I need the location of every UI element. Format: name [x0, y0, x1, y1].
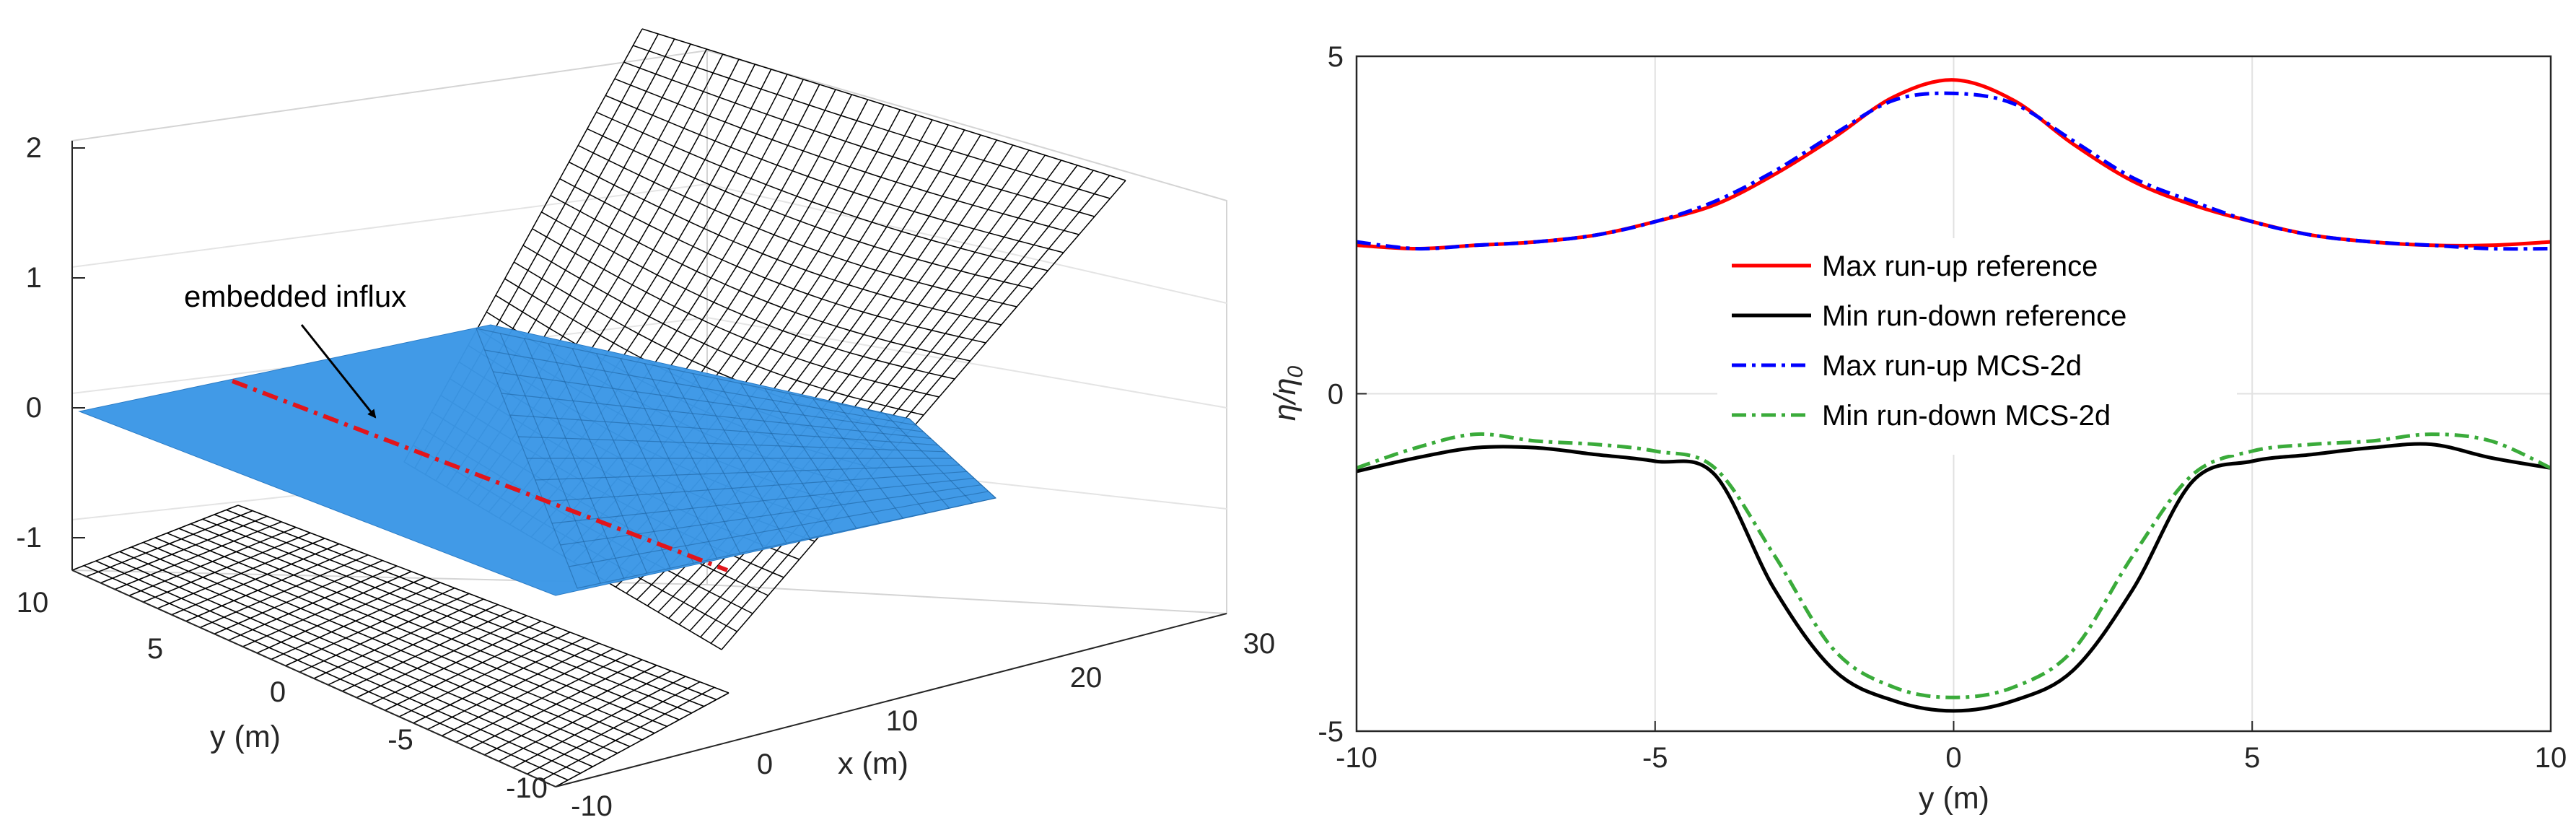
svg-text:Max run-up MCS-2d: Max run-up MCS-2d — [1822, 350, 2082, 382]
plot-series — [1356, 78, 2552, 713]
influx-line — [231, 379, 729, 572]
series-line — [1356, 432, 2552, 699]
y-axis-ticks: 10 5 0 -5 -10 — [17, 587, 548, 804]
x-tick-label: -10 — [1336, 742, 1377, 774]
x-tick-label: 0 — [757, 748, 773, 780]
y-tick-label: 10 — [17, 587, 49, 619]
x-tick-label: -10 — [571, 790, 613, 822]
legend-entry: Min run-down MCS-2d — [1732, 400, 2111, 432]
y-tick-label: -10 — [506, 772, 548, 804]
z-tick-label: 1 — [26, 262, 42, 294]
z-axis-ticks: 2 1 0 -1 — [16, 132, 85, 554]
legend-entry: Max run-up MCS-2d — [1732, 350, 2082, 382]
z-tick-label: 2 — [26, 132, 42, 164]
series-line — [1356, 442, 2551, 713]
legend-box — [1717, 238, 2237, 455]
x-tick-label: -5 — [1642, 742, 1668, 774]
annotation-arrow — [300, 324, 377, 419]
legend: Max run-up reference Min run-down refere… — [1717, 238, 2237, 455]
legend-entry: Max run-up reference — [1732, 250, 2098, 282]
svg-text:Min run-down reference: Min run-down reference — [1822, 300, 2126, 332]
x-tick-label: 5 — [2244, 742, 2260, 774]
x-axis-label: x (m) — [838, 746, 908, 781]
line-y-axis-label: η/η0 — [1268, 365, 1307, 421]
series-line — [1356, 91, 2551, 251]
x-tick-label: 10 — [886, 705, 919, 737]
svg-text:Max run-up reference: Max run-up reference — [1822, 250, 2098, 282]
back-gridlines — [71, 183, 1227, 520]
x-tick-label: 0 — [1945, 742, 1961, 774]
y-tick-label: 5 — [147, 633, 163, 665]
y-tick-label: -5 — [387, 724, 413, 756]
y-axis-label: y (m) — [210, 720, 281, 754]
annotation-embedded-influx: embedded influx — [184, 279, 406, 313]
svg-text:η/η0: η/η0 — [1268, 365, 1307, 421]
x-tick-label: 10 — [2535, 742, 2567, 774]
x-axis-ticks: -10 0 10 20 30 — [571, 628, 1275, 822]
z-tick-label: 0 — [26, 392, 42, 424]
y-label-sub: 0 — [1284, 365, 1307, 377]
y-axis — [71, 569, 556, 787]
z-tick-label: -1 — [16, 522, 42, 554]
y-tick-label: 5 — [1328, 41, 1344, 73]
y-label-main: η/η — [1268, 377, 1302, 421]
plane-mesh-overlay — [476, 328, 996, 589]
x-tick-label: 30 — [1243, 628, 1276, 660]
surface-3d-panel: embedded influx 2 1 0 -1 10 5 0 -5 -10 y… — [16, 28, 1275, 822]
x-tick-label: 20 — [1070, 662, 1103, 694]
line-x-axis-label: y (m) — [1919, 781, 1989, 816]
y-tick-label: 0 — [1328, 379, 1344, 411]
svg-text:Min run-down MCS-2d: Min run-down MCS-2d — [1822, 400, 2111, 432]
legend-entry: Min run-down reference — [1732, 300, 2126, 332]
y-tick-label: 0 — [270, 676, 286, 708]
x-axis — [555, 613, 1227, 787]
y-tick-label: -5 — [1318, 716, 1344, 748]
